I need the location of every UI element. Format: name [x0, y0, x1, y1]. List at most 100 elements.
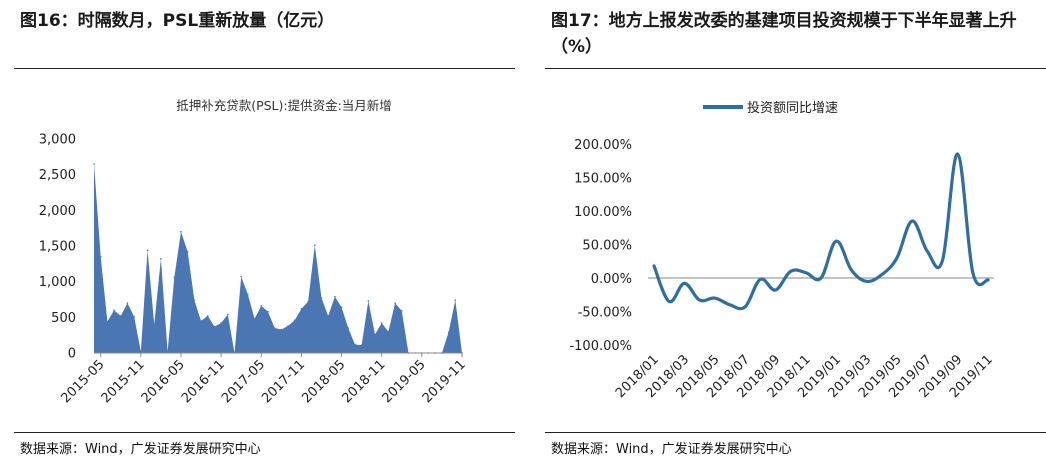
x-tick-label: 2017-11	[259, 357, 308, 406]
data-point	[334, 295, 336, 298]
data-point	[293, 319, 296, 321]
bottom-divider	[545, 432, 1046, 433]
data-point	[347, 327, 350, 329]
psl-area-series	[94, 163, 462, 353]
data-point	[683, 282, 686, 285]
data-point	[113, 309, 115, 312]
legend-label: 投资额同比增速	[747, 100, 838, 116]
data-point	[307, 300, 309, 303]
data-point	[911, 220, 913, 222]
y-tick-label: -50.00%	[578, 306, 632, 321]
figure-title: 图16：时隔数月，PSL重新放量（亿元）	[20, 11, 335, 31]
data-point	[387, 330, 390, 333]
y-tick-label: 0	[68, 347, 76, 362]
data-point	[835, 240, 837, 242]
top-divider	[14, 68, 515, 69]
top-divider	[545, 68, 1046, 69]
investment-growth-line-chart: 投资额同比增速 -100.00% -50.00% 0.00% 50.00% 100.00%…	[569, 100, 995, 401]
data-point	[160, 258, 162, 260]
x-tick-label: 2018-11	[340, 357, 389, 406]
psl-area-chart: 抵押补充贷款(PSL):提供资金:当月新增 0 500 1,000 1,500 2,000…	[39, 98, 469, 406]
data-point	[360, 344, 363, 346]
data-source: 数据来源：Wind，广发证券发展研究中心	[551, 442, 792, 457]
data-point	[119, 315, 122, 317]
x-tick-label: 2018-05	[299, 357, 348, 406]
data-point	[166, 350, 169, 353]
data-point	[280, 328, 283, 331]
data-point	[820, 277, 822, 279]
data-point	[774, 289, 777, 291]
data-point	[320, 297, 323, 299]
data-point	[896, 257, 898, 259]
y-tick-label: 3,000	[39, 133, 76, 148]
data-point	[880, 273, 883, 276]
data-point	[987, 279, 989, 281]
data-point	[300, 307, 303, 310]
data-point	[206, 315, 209, 317]
data-point	[367, 300, 370, 302]
data-point	[240, 275, 242, 278]
x-tick-label: 2017-05	[219, 357, 268, 406]
y-tick-label: 2,000	[39, 204, 76, 219]
data-point	[744, 306, 746, 308]
data-point	[729, 304, 731, 306]
x-tick-label: 2016-11	[179, 357, 228, 406]
data-point	[354, 343, 356, 346]
y-tick-label: 500	[51, 311, 76, 326]
data-point	[146, 249, 149, 252]
x-tick-label: 2019-11	[420, 357, 469, 406]
data-point	[247, 293, 249, 296]
x-tick-label: 2019-05	[380, 357, 429, 406]
data-point	[805, 271, 807, 274]
data-point	[140, 350, 142, 353]
data-point	[314, 244, 316, 247]
data-point	[186, 250, 189, 253]
chart-subtitle: 抵押补充贷款(PSL):提供资金:当月新增	[176, 98, 392, 113]
data-point	[180, 230, 182, 233]
data-point	[759, 278, 762, 281]
left-figure-panel: 图16：时隔数月，PSL重新放量（亿元） 抵押补充贷款(PSL):提供资金:当月…	[0, 0, 515, 467]
data-point	[340, 306, 343, 309]
data-point	[153, 323, 156, 326]
data-point	[133, 315, 135, 318]
data-point	[454, 299, 457, 302]
data-point	[394, 302, 396, 304]
data-point	[327, 315, 329, 317]
data-point	[698, 299, 701, 301]
x-tick-label: 2015-05	[58, 357, 107, 406]
x-tick-label: 2015-11	[99, 357, 148, 406]
y-tick-label: 1,000	[39, 275, 76, 290]
y-tick-label: 200.00%	[574, 138, 632, 153]
y-tick-label: 2,500	[39, 168, 76, 183]
data-point	[200, 320, 202, 322]
data-point	[956, 153, 959, 155]
data-point	[260, 305, 263, 307]
y-tick-label: 100.00%	[574, 205, 632, 220]
y-tick-label: 0.00%	[591, 272, 632, 287]
x-tick-label: 2016-05	[139, 357, 188, 406]
data-point	[713, 297, 716, 299]
data-point	[926, 250, 929, 252]
investment-growth-series-line	[652, 152, 990, 311]
data-source: 数据来源：Wind，广发证券发展研究中心	[20, 442, 261, 457]
data-point	[287, 325, 289, 327]
data-point	[173, 276, 176, 279]
data-point	[99, 255, 102, 258]
data-point	[220, 322, 222, 324]
data-point	[126, 302, 129, 304]
bottom-divider	[14, 432, 515, 433]
data-point	[193, 299, 196, 302]
data-point	[213, 325, 216, 328]
data-point	[653, 265, 655, 267]
data-point	[972, 271, 974, 274]
data-point	[865, 280, 868, 283]
y-tick-label: -100.00%	[569, 339, 632, 354]
figure-title: 图17：地方上报发改委的基建项目投资规模于下半年显著上升（%）	[551, 11, 1017, 57]
y-tick-label: 1,500	[39, 240, 76, 255]
data-point	[400, 310, 403, 312]
data-point	[850, 269, 853, 271]
data-point	[93, 163, 95, 165]
data-point	[273, 327, 276, 329]
data-point	[267, 310, 269, 313]
data-point	[106, 320, 109, 323]
